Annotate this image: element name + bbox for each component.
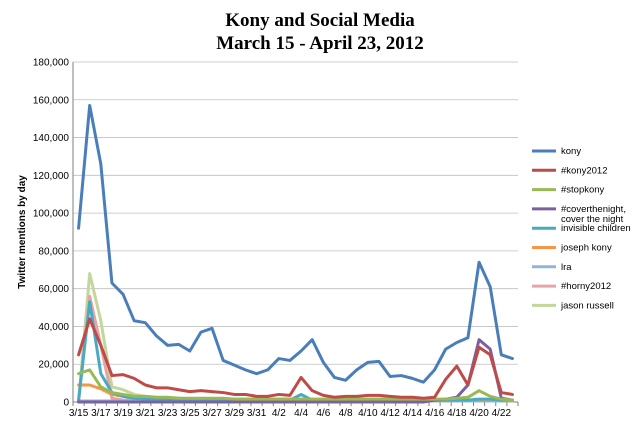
legend-label: invisible children [561, 223, 631, 234]
x-tick-label: 4/4 [294, 408, 308, 419]
legend: kony #kony2012 #stopkony #coverthenight, cov… [532, 146, 631, 311]
x-tick-label: 3/17 [91, 408, 111, 419]
x-tick-label: 4/12 [380, 408, 400, 419]
y-tick-label: 20,000 [38, 360, 69, 371]
legend-label: joseph kony [560, 243, 612, 254]
x-tick-label: 4/16 [425, 408, 445, 419]
legend-label: kony [561, 146, 581, 157]
y-tick-label: 80,000 [38, 246, 69, 257]
y-tick-label: 60,000 [38, 284, 69, 295]
y-axis-label: Twitter mentions by day [17, 175, 28, 289]
legend-label: #kony2012 [561, 165, 607, 176]
x-tick-label: 3/29 [225, 408, 245, 419]
x-tick-label: 4/22 [492, 408, 512, 419]
x-tick-label: 4/2 [272, 408, 286, 419]
legend-label: #horny2012 [561, 281, 611, 292]
x-tick-label: 3/21 [136, 408, 156, 419]
legend-label: lra [561, 262, 572, 273]
series-line [77, 103, 514, 384]
x-tick-label: 4/20 [469, 408, 489, 419]
x-tick-label: 4/6 [316, 408, 330, 419]
chart-subtitle: March 15 - April 23, 2012 [216, 33, 424, 54]
x-tick-label: 3/15 [69, 408, 89, 419]
x-tick-label: 3/27 [202, 408, 222, 419]
x-tick-label: 4/18 [447, 408, 467, 419]
y-tick-label: 120,000 [33, 171, 70, 182]
y-tick-label: 140,000 [33, 133, 70, 144]
y-tick-label: 100,000 [33, 209, 70, 220]
legend-label: #stopkony [561, 185, 605, 196]
x-tick-label: 3/25 [180, 408, 200, 419]
x-tick-label: 4/14 [403, 408, 423, 419]
series-line [77, 317, 514, 400]
y-tick-label: 180,000 [33, 58, 70, 69]
x-tick-label: 3/31 [247, 408, 267, 419]
legend-label: jason russell [560, 300, 614, 311]
legend-label: #coverthenight, cover the night [561, 204, 626, 225]
x-tick-label: 4/10 [358, 408, 378, 419]
series-line [77, 368, 514, 402]
x-tick-label: 4/8 [339, 408, 353, 419]
y-tick-label: 160,000 [33, 95, 70, 106]
x-tick-label: 3/19 [113, 408, 133, 419]
chart-title: Kony and Social Media [225, 10, 415, 31]
plot-area: 0 20,000 40,000 60,000 80,000 100,000 120,000 1… [33, 58, 519, 419]
y-tick-label: 0 [63, 398, 69, 409]
x-tick-label: 3/23 [158, 408, 178, 419]
y-tick-label: 40,000 [38, 322, 69, 333]
